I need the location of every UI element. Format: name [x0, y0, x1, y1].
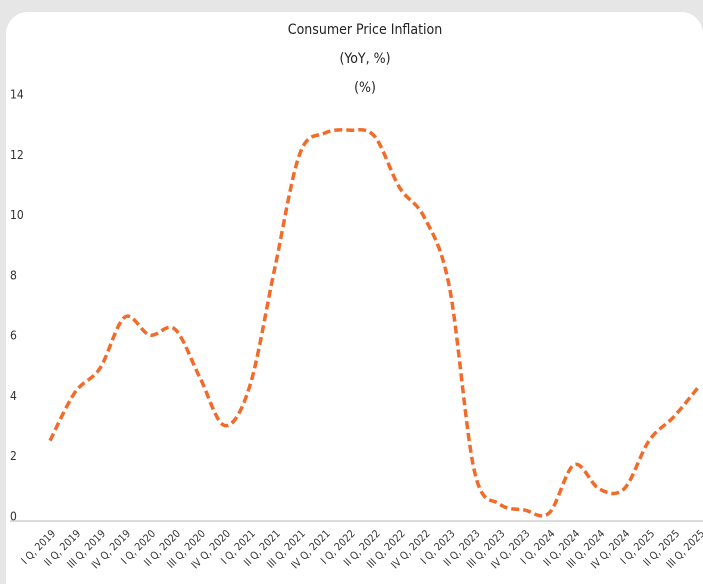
y-tick-label: 4 [10, 389, 17, 403]
y-tick-label: 14 [10, 88, 24, 102]
card [6, 12, 703, 584]
y-tick-label: 0 [10, 510, 17, 524]
chart-title: Consumer Price Inflation [288, 22, 442, 38]
chart-subtitle: (YoY, %) [339, 51, 390, 67]
y-tick-label: 2 [10, 449, 17, 463]
y-tick-label: 12 [10, 148, 24, 162]
y-tick-label: 10 [10, 208, 24, 222]
y-tick-label: 6 [10, 329, 17, 343]
y-axis-unit: (%) [354, 80, 376, 96]
y-tick-label: 8 [10, 268, 17, 282]
line [48, 128, 701, 518]
